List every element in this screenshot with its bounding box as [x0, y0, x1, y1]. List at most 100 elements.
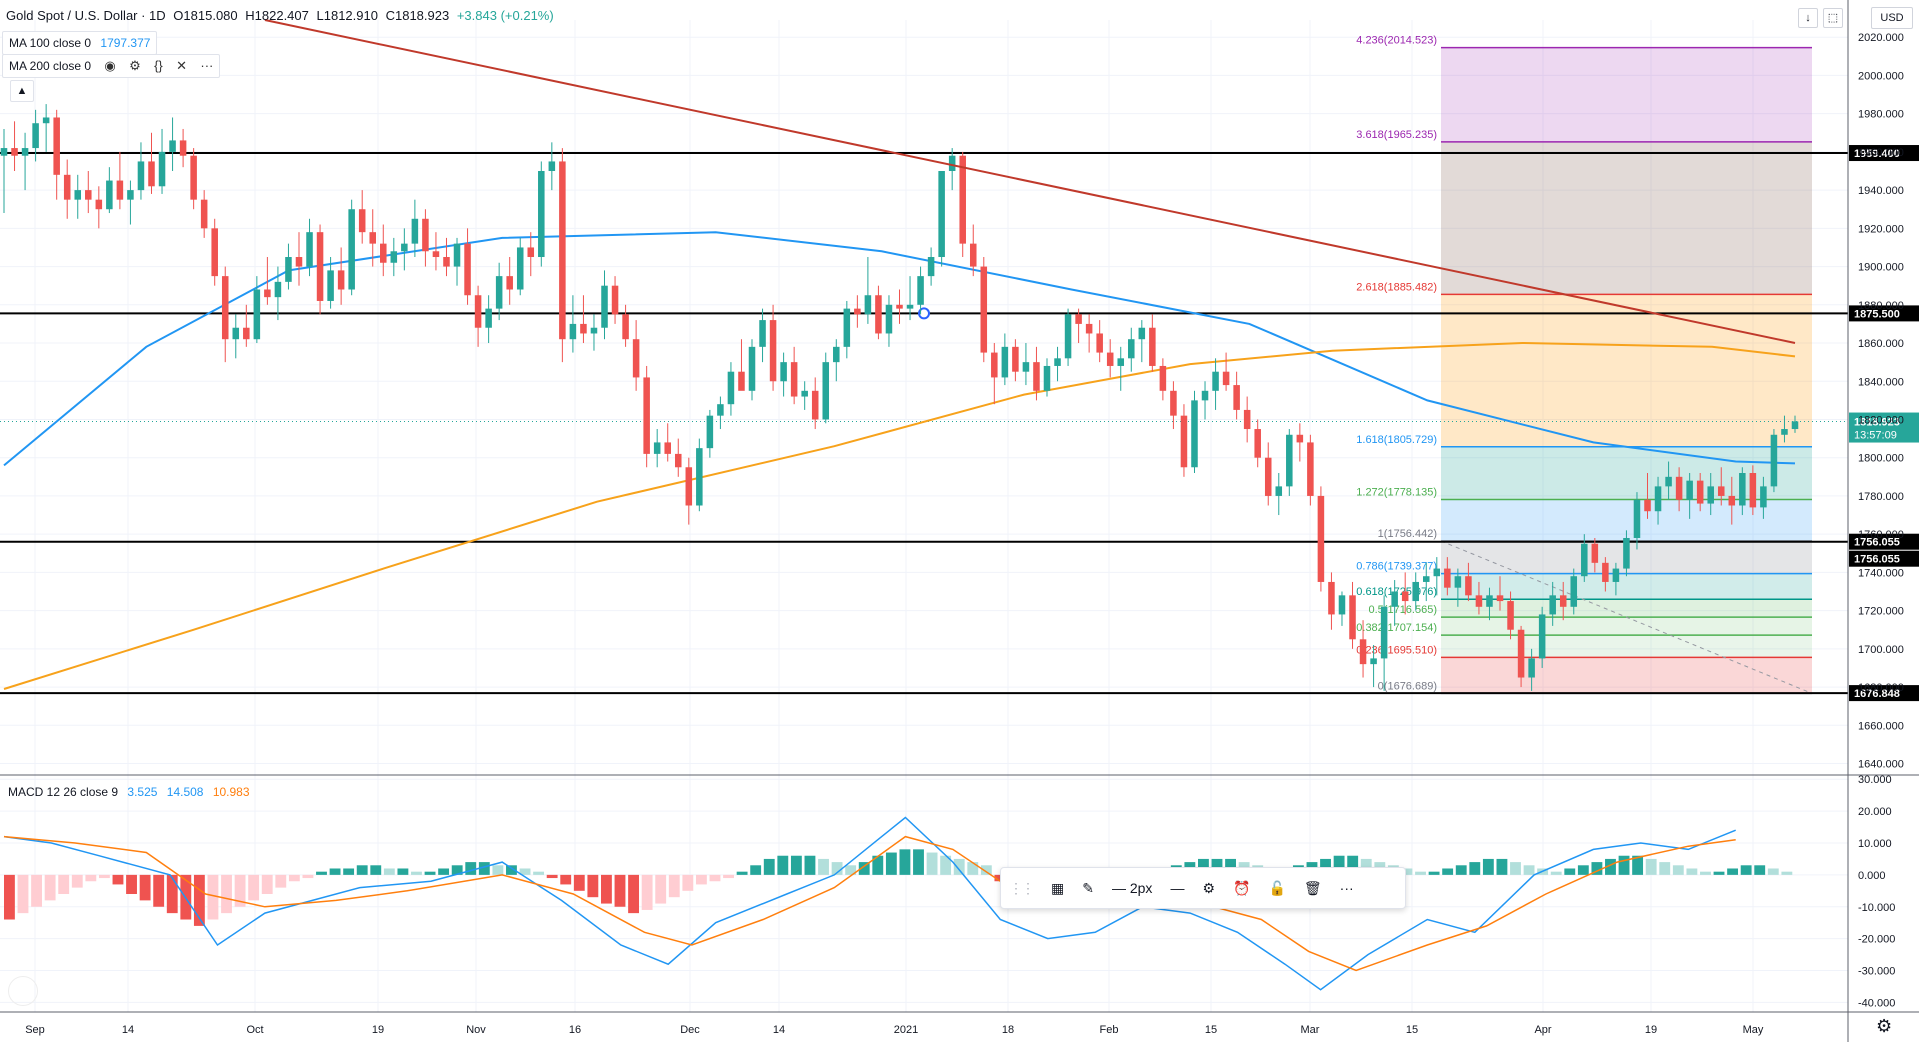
candle-body [295, 257, 303, 267]
candle-body [432, 251, 440, 258]
macd-histogram-bar [573, 874, 585, 891]
macd-histogram-bar [750, 865, 762, 875]
macd-histogram-bar [858, 862, 870, 875]
macd-histogram-bar [655, 874, 667, 904]
trendline[interactable] [264, 19, 1796, 344]
macd-histogram-bar [1577, 865, 1589, 875]
trash-icon[interactable]: 🗑 [1303, 880, 1322, 896]
ohlc-change: +3.843 (+0.21%) [456, 8, 554, 23]
macd-histogram-bar [58, 874, 70, 894]
candle-body [1001, 346, 1009, 378]
ma200-legend[interactable]: MA 200 close 0 ◉ ⚙ {} ✕ ··· [2, 54, 221, 78]
macd-histogram-bar [1700, 871, 1711, 875]
pencil-color-icon[interactable]: ✎ [1082, 880, 1094, 896]
macd-histogram-bar [329, 868, 341, 875]
symbol-title[interactable]: Gold Spot / U.S. Dollar · 1D [6, 8, 166, 23]
maximize-button[interactable]: ⬚ [1823, 8, 1843, 28]
candle-body [411, 218, 419, 244]
candle-body [1128, 339, 1135, 359]
line-width-button[interactable]: — 2px [1111, 880, 1153, 896]
macd-histogram-bar [316, 871, 327, 875]
candle-body [74, 190, 82, 200]
candle-body [664, 442, 671, 454]
candle-body [1391, 591, 1398, 607]
time-tick-label: 15 [1205, 1024, 1217, 1036]
line-width-label: 2px [1129, 880, 1153, 896]
macd-histogram-bar [546, 874, 558, 879]
candle-body [53, 117, 60, 175]
price-tag [1849, 533, 1919, 550]
candle-body [1191, 400, 1198, 468]
time-tick-label: 14 [773, 1024, 785, 1036]
candle-body [1654, 486, 1662, 512]
alert-clock-icon[interactable]: ⏰ [1233, 880, 1251, 896]
price-tag [1849, 685, 1919, 702]
candle-body [1707, 486, 1714, 504]
macd-histogram-bar [872, 855, 884, 875]
horizontal-levels[interactable]: 1959.400 1875.500 1756.055 1676.848 1756.055… [0, 145, 1919, 702]
candle-body [327, 270, 334, 301]
candle-body [601, 285, 608, 328]
candle-body [285, 257, 292, 282]
candle-body [801, 390, 808, 397]
drag-handle-icon[interactable]: ⋮⋮ [1009, 880, 1035, 896]
price-tag-label: 1756.055 [1854, 554, 1900, 566]
macd-legend[interactable]: MACD 12 26 close 9 3.525 14.508 10.983 [8, 785, 250, 799]
price-tick-label: 1660.000 [1858, 720, 1904, 732]
candle-body [674, 453, 682, 468]
macd-histogram-bar [1482, 858, 1494, 875]
chart-settings-icon[interactable]: ⚙ [1876, 1016, 1893, 1036]
eye-icon[interactable]: ◉ [104, 58, 116, 73]
candle-body [137, 161, 145, 191]
candle-body [1401, 591, 1409, 602]
candle-body [1728, 495, 1736, 506]
price-tick-label: 1900.000 [1858, 262, 1904, 274]
descending-trendline [264, 19, 1796, 344]
fibonacci-extension[interactable]: 4.236(2014.523) 3.618(1965.235) 2.618(1885… [1356, 35, 1813, 695]
candle-body [1212, 371, 1219, 391]
drawing-toolbar: ⋮⋮ ▦ ✎ — 2px — ⚙ ⏰ 🔓 🗑 ··· [1000, 867, 1406, 909]
last-price-label: 1818.923 [1854, 417, 1900, 429]
fib-label: 1.272(1778.135) [1356, 487, 1437, 499]
candle-body [0, 148, 8, 156]
time-tick-label: Sep [25, 1024, 45, 1036]
candle-body [1254, 429, 1261, 458]
code-icon[interactable]: {} [154, 58, 163, 73]
price-tag-label: 1756.055 [1854, 537, 1900, 549]
price-tag-label: 1676.848 [1854, 688, 1900, 700]
candle-body [559, 161, 566, 340]
more-icon[interactable]: ··· [200, 58, 214, 73]
macd-histogram-bar [940, 855, 952, 875]
settings-gear-icon[interactable]: ⚙ [1202, 880, 1215, 896]
close-icon[interactable]: ✕ [176, 58, 188, 73]
candle-body [474, 295, 482, 328]
ohlc-open: O1815.080 [173, 8, 238, 23]
templates-icon[interactable]: ▦ [1051, 880, 1065, 896]
price-tick-label: 1720.000 [1858, 606, 1904, 618]
candle-body [1749, 473, 1757, 508]
currency-button[interactable]: USD [1871, 7, 1913, 29]
macd-histogram-bar [1415, 871, 1426, 875]
macd-histogram-bar [668, 874, 680, 898]
macd-histogram-bar [980, 865, 992, 875]
macd-histogram-bar [234, 874, 246, 907]
download-button[interactable]: ↓ [1798, 8, 1818, 28]
fib-label: 0(1676.689) [1378, 680, 1437, 692]
candle-body [1106, 352, 1114, 366]
ma100-legend[interactable]: MA 100 close 0 1797.377 [2, 31, 158, 55]
go-to-button[interactable] [8, 976, 38, 1006]
candle-body [1581, 543, 1588, 577]
candle-body [643, 377, 650, 454]
line-style-icon[interactable]: — [1170, 880, 1185, 896]
candle-body [1233, 385, 1240, 410]
macd-histogram-bar [1781, 871, 1793, 875]
candle-body [1686, 480, 1693, 500]
gear-icon[interactable]: ⚙ [129, 58, 141, 73]
collapse-legend-button[interactable]: ▲ [10, 80, 34, 102]
candle-body [569, 323, 577, 340]
candle-body [1412, 581, 1419, 602]
lock-icon[interactable]: 🔓 [1268, 880, 1286, 896]
more-options-icon[interactable]: ··· [1339, 880, 1354, 896]
macd-histogram-bar [383, 868, 395, 875]
